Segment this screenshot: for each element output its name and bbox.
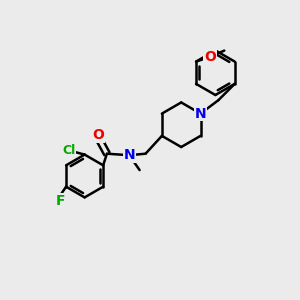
Text: N: N [195, 106, 206, 121]
Text: N: N [195, 106, 206, 121]
Text: O: O [204, 50, 216, 64]
Text: N: N [123, 148, 135, 162]
Text: Cl: Cl [62, 144, 75, 157]
Text: O: O [92, 128, 104, 142]
Text: F: F [56, 194, 65, 208]
